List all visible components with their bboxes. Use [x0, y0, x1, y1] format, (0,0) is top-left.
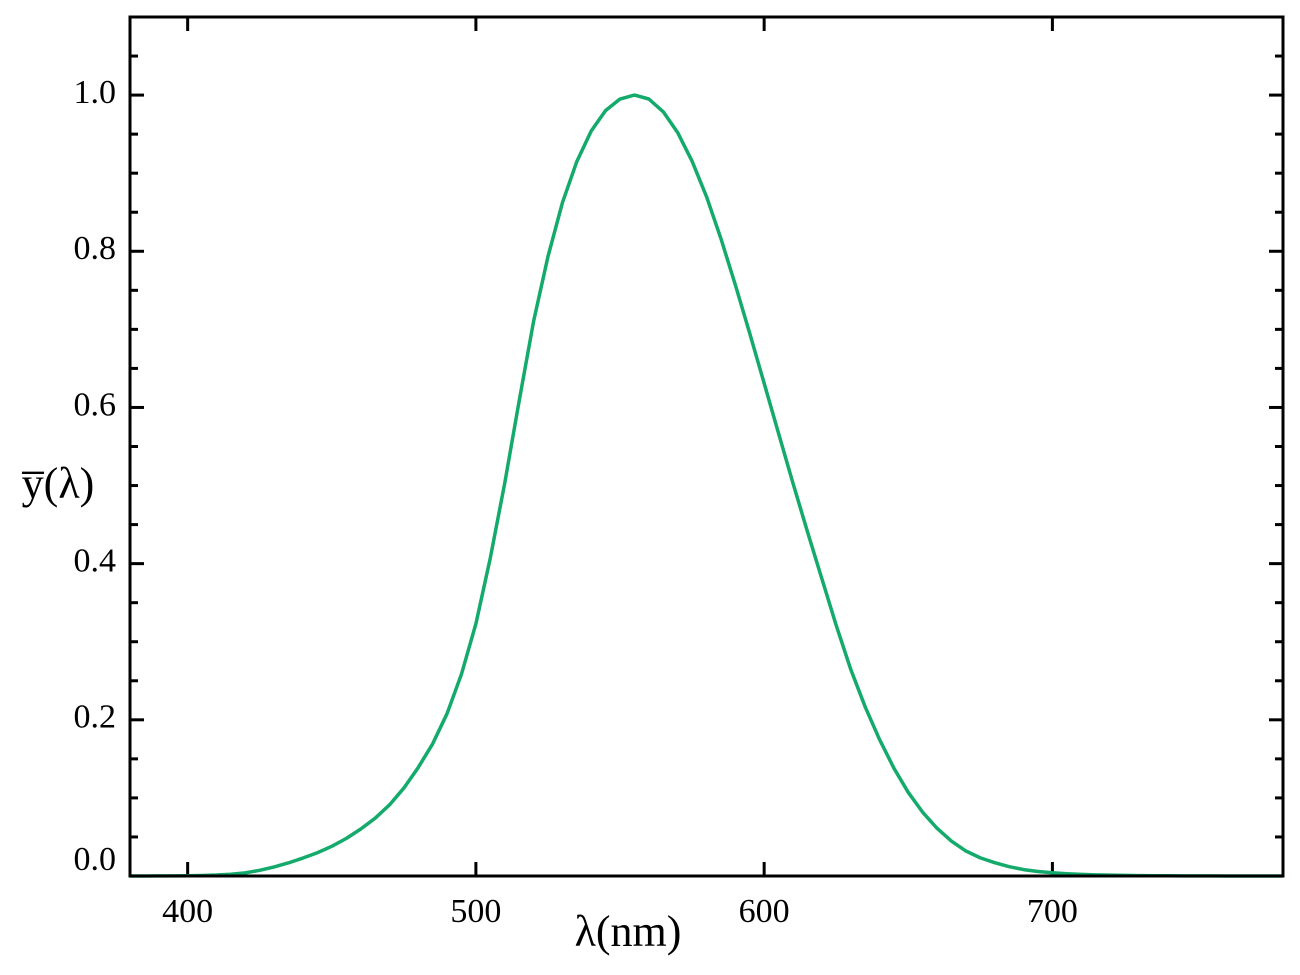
x-tick-label: 400 — [162, 893, 213, 930]
x-tick-label: 700 — [1027, 893, 1078, 930]
y-tick-label: 0.0 — [74, 841, 117, 878]
data-line — [129, 93, 1284, 878]
y-tick-label: 0.8 — [74, 230, 117, 267]
y-tick-label: 1.0 — [74, 74, 117, 111]
x-tick-label: 600 — [739, 893, 790, 930]
y-axis-title: y̅(λ) — [21, 459, 94, 508]
plot-frame — [128, 15, 1285, 878]
y-tick-label: 0.2 — [74, 699, 117, 736]
x-axis-title: λ(nm) — [575, 907, 682, 956]
y-tick-label: 0.6 — [74, 386, 117, 423]
x-tick-label: 500 — [450, 893, 501, 930]
y-tick-label: 0.4 — [74, 542, 117, 579]
